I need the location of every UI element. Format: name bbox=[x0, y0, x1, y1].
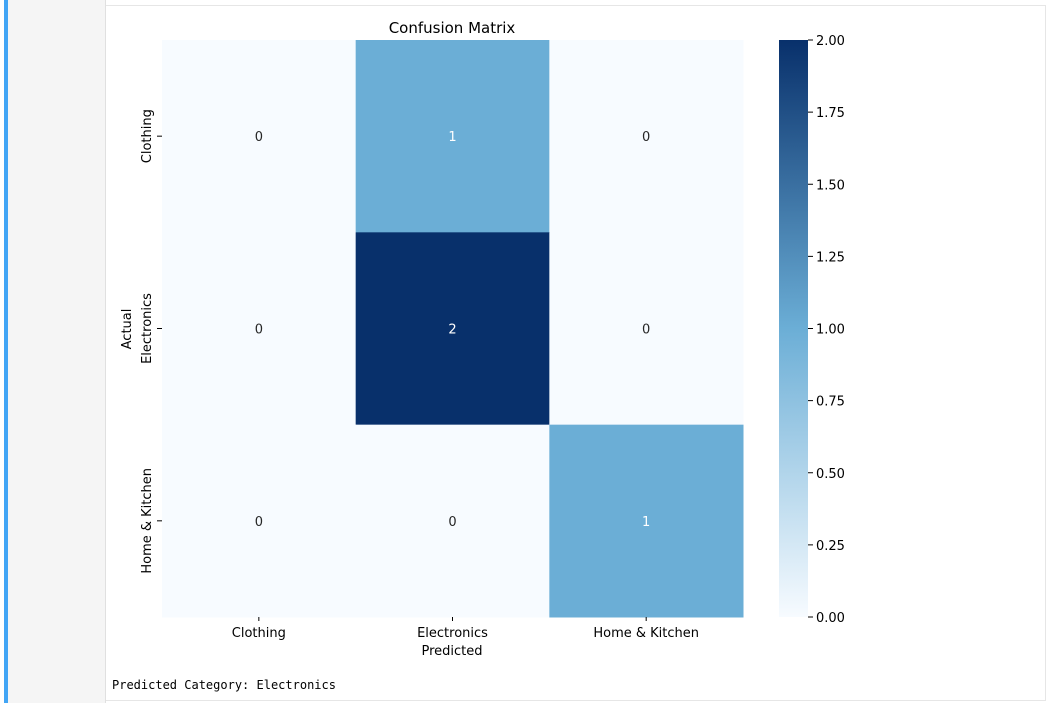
cell-annotation: 0 bbox=[448, 515, 456, 530]
y-tick-label: Home & Kitchen bbox=[140, 468, 155, 574]
x-axis-label: Predicted bbox=[421, 644, 482, 659]
heatmap-cell bbox=[355, 40, 550, 233]
colorbar-tick-label: 0.75 bbox=[816, 395, 845, 410]
colorbar-tick-label: 2.00 bbox=[816, 34, 845, 49]
heatmap-cell bbox=[162, 40, 357, 233]
y-tick-label: Clothing bbox=[140, 109, 155, 163]
heatmap-cell bbox=[549, 232, 744, 426]
heatmap-annotations: 0 1 0 0 2 0 0 0 1 bbox=[255, 130, 651, 530]
colorbar-ticks: 0.00 0.25 0.50 0.75 1.00 1.25 1.50 1.75 2.00 bbox=[808, 34, 845, 626]
colorbar-tick-label: 1.00 bbox=[816, 323, 845, 338]
heatmap-cell bbox=[355, 424, 550, 618]
colorbar-tick-label: 1.75 bbox=[816, 106, 845, 121]
colorbar bbox=[779, 40, 808, 617]
axis-ticks: Clothing Electronics Home & Kitchen Clothin… bbox=[140, 109, 699, 641]
colorbar-tick-label: 0.00 bbox=[816, 611, 845, 626]
chart-title: Confusion Matrix bbox=[389, 19, 516, 37]
output-divider bbox=[106, 700, 1046, 701]
heatmap-cell bbox=[549, 40, 744, 233]
cell-prompt-gutter bbox=[8, 0, 106, 703]
x-tick-label: Electronics bbox=[417, 626, 488, 641]
y-axis-label: Actual bbox=[120, 309, 135, 350]
cell-selection-indicator bbox=[4, 0, 8, 703]
colorbar-tick-label: 0.25 bbox=[816, 539, 845, 554]
x-tick-label: Home & Kitchen bbox=[593, 626, 699, 641]
x-tick-label: Clothing bbox=[232, 626, 286, 641]
cell-annotation: 0 bbox=[642, 130, 650, 145]
heatmap-cell bbox=[162, 424, 357, 618]
heatmap-cell bbox=[549, 424, 744, 618]
colorbar-tick-label: 1.25 bbox=[816, 250, 845, 265]
heatmap-cells bbox=[162, 40, 744, 618]
y-tick-label: Electronics bbox=[140, 293, 155, 364]
cell-annotation: 0 bbox=[255, 515, 263, 530]
cell-annotation: 2 bbox=[448, 323, 456, 338]
cell-annotation: 0 bbox=[255, 130, 263, 145]
heatmap-cell bbox=[162, 232, 357, 426]
cell-annotation: 0 bbox=[255, 323, 263, 338]
heatmap-cell bbox=[355, 232, 550, 426]
cell-annotation: 1 bbox=[642, 515, 650, 530]
colorbar-tick-label: 0.50 bbox=[816, 467, 845, 482]
cell-annotation: 1 bbox=[448, 130, 456, 145]
colorbar-tick-label: 1.50 bbox=[816, 178, 845, 193]
cell-annotation: 0 bbox=[642, 323, 650, 338]
printed-output: Predicted Category: Electronics bbox=[112, 678, 336, 692]
